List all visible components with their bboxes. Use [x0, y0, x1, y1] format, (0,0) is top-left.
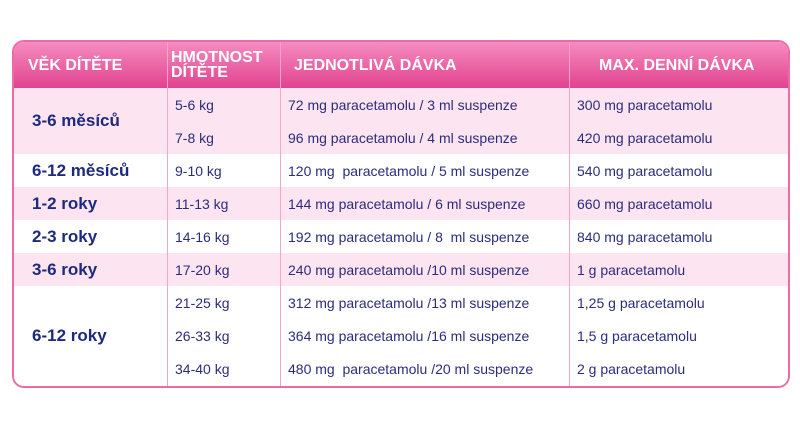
max-dose-cell: 1 g paracetamolu: [577, 261, 686, 278]
dose-cell: 72 mg paracetamolu / 3 ml suspenze: [288, 96, 518, 113]
dose-cell: 120 mg paracetamolu / 5 ml suspenze: [288, 162, 530, 179]
weight-cell: 9-10 kg: [175, 162, 222, 179]
max-dose-cell: 660 mg paracetamolu: [577, 195, 713, 212]
group-bg: [14, 88, 788, 154]
age-cell: 1-2 roky: [32, 193, 98, 213]
weight-cell: 34-40 kg: [175, 360, 230, 377]
weight-cell: 14-16 kg: [175, 228, 230, 245]
header-cell: VĚK DÍTĚTE: [28, 56, 123, 74]
header-cell: JEDNOTLIVÁ DÁVKA: [294, 56, 457, 74]
max-dose-cell: 420 mg paracetamolu: [577, 129, 713, 146]
column-divider: [280, 42, 281, 386]
header-bg: [14, 42, 788, 88]
dose-cell: 144 mg paracetamolu / 6 ml suspenze: [288, 195, 526, 212]
dose-cell: 364 mg paracetamolu /16 ml suspenze: [288, 327, 530, 344]
column-divider: [167, 42, 168, 386]
column-divider: [569, 42, 570, 386]
max-dose-cell: 540 mg paracetamolu: [577, 162, 713, 179]
max-dose-cell: 840 mg paracetamolu: [577, 228, 713, 245]
group-bg: [14, 154, 788, 187]
max-dose-cell: 300 mg paracetamolu: [577, 96, 713, 113]
age-cell: 6-12 měsíců: [32, 160, 130, 180]
age-cell: 6-12 roky: [32, 325, 107, 345]
age-cell: 2-3 roky: [32, 226, 98, 246]
max-dose-cell: 2 g paracetamolu: [577, 360, 686, 377]
dose-cell: 240 mg paracetamolu /10 ml suspenze: [288, 261, 530, 278]
age-cell: 3-6 měsíců: [32, 111, 120, 130]
group-bg: [14, 286, 788, 385]
dose-cell: 96 mg paracetamolu / 4 ml suspenze: [288, 129, 518, 146]
max-dose-cell: 1,5 g paracetamolu: [577, 327, 697, 344]
dose-cell: 480 mg paracetamolu /20 ml suspenze: [288, 360, 534, 377]
weight-cell: 5-6 kg: [175, 96, 214, 113]
group-bg: [14, 187, 788, 220]
group-bg: [14, 253, 788, 286]
weight-cell: 7-8 kg: [175, 129, 214, 146]
group-bg: [14, 220, 788, 253]
weight-cell: 17-20 kg: [175, 261, 230, 278]
max-dose-cell: 1,25 g paracetamolu: [577, 294, 705, 311]
dose-cell: 192 mg paracetamolu / 8 ml suspenze: [288, 228, 530, 245]
dose-cell: 312 mg paracetamolu /13 ml suspenze: [288, 294, 530, 311]
weight-cell: 26-33 kg: [175, 327, 230, 344]
header-cell: MAX. DENNÍ DÁVKA: [599, 56, 755, 74]
dosage-table: 3-6 měsíců 5-6 kg 72 mg paracetamolu / 3 m…: [12, 40, 790, 388]
header-cell: HMOTNOST DÍTĚTE: [171, 49, 263, 81]
weight-cell: 11-13 kg: [175, 195, 229, 212]
age-cell: 3-6 roky: [32, 259, 98, 279]
weight-cell: 21-25 kg: [175, 294, 230, 311]
